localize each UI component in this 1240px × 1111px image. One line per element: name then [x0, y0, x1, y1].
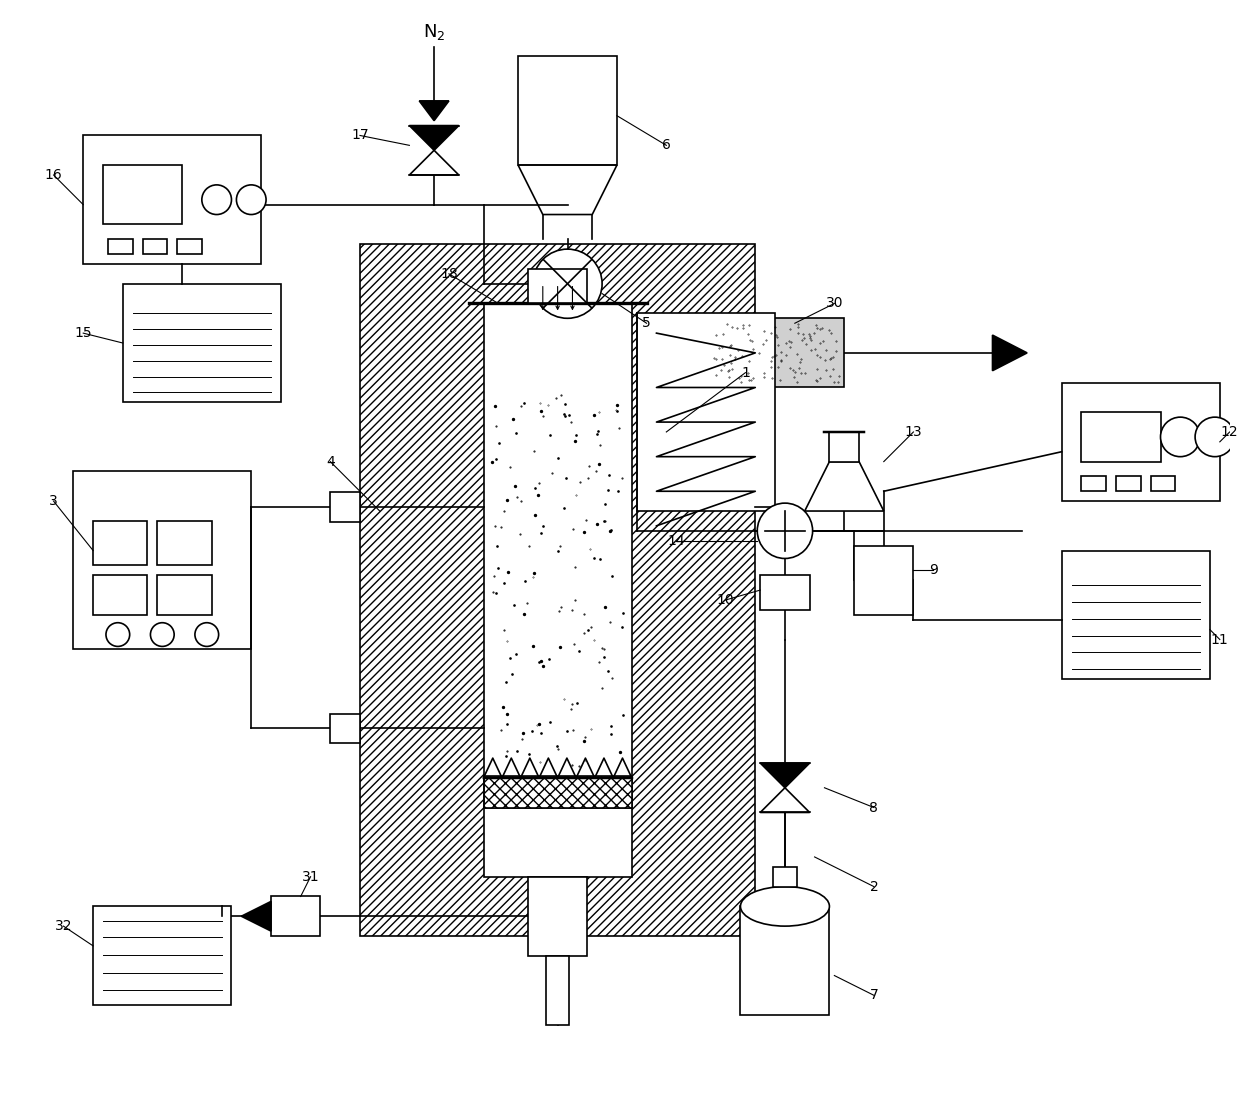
Polygon shape — [992, 336, 1027, 371]
Bar — [636, 313, 775, 511]
Bar — [830, 432, 859, 461]
Text: 18: 18 — [440, 267, 458, 281]
Bar — [484, 775, 631, 808]
Text: N$_2$: N$_2$ — [423, 22, 445, 42]
Text: 12: 12 — [1221, 426, 1239, 439]
Polygon shape — [760, 763, 810, 788]
Polygon shape — [518, 166, 618, 214]
Bar — [706, 319, 844, 388]
Text: 9: 9 — [929, 563, 937, 578]
Circle shape — [195, 622, 218, 647]
Bar — [1116, 477, 1141, 491]
Text: 31: 31 — [301, 870, 320, 883]
Bar — [740, 907, 830, 1015]
Bar — [484, 775, 631, 808]
Text: 16: 16 — [45, 168, 62, 182]
Polygon shape — [409, 126, 459, 150]
Bar — [773, 867, 797, 887]
Text: 11: 11 — [1211, 632, 1229, 647]
Bar — [93, 907, 232, 1005]
Bar — [83, 136, 262, 264]
Text: 17: 17 — [351, 129, 368, 142]
Bar — [330, 713, 360, 743]
Text: 7: 7 — [869, 989, 878, 1002]
Text: 3: 3 — [50, 494, 58, 508]
Bar — [854, 546, 914, 614]
Bar — [272, 897, 320, 935]
Text: 5: 5 — [642, 317, 651, 330]
Text: 13: 13 — [905, 426, 923, 439]
Bar — [123, 283, 281, 402]
Bar — [1081, 477, 1106, 491]
Text: 6: 6 — [662, 139, 671, 152]
Circle shape — [202, 184, 232, 214]
Ellipse shape — [740, 887, 830, 927]
Bar — [93, 521, 148, 565]
Circle shape — [237, 184, 267, 214]
Bar — [330, 492, 360, 522]
Circle shape — [105, 622, 130, 647]
Bar — [360, 244, 755, 935]
Bar — [1081, 412, 1161, 461]
Polygon shape — [805, 461, 884, 511]
Bar — [143, 239, 167, 254]
Circle shape — [1195, 417, 1235, 457]
Circle shape — [758, 503, 812, 559]
Bar — [157, 521, 212, 565]
Circle shape — [533, 249, 603, 319]
Text: 32: 32 — [55, 919, 72, 933]
Text: 10: 10 — [717, 593, 734, 607]
Text: 30: 30 — [826, 297, 843, 310]
Bar — [546, 955, 569, 1025]
Circle shape — [150, 622, 174, 647]
Bar — [518, 57, 618, 166]
Bar — [528, 877, 588, 955]
Text: 8: 8 — [869, 801, 878, 814]
Bar — [103, 166, 182, 224]
Polygon shape — [242, 901, 272, 931]
Bar — [108, 239, 133, 254]
Text: 2: 2 — [869, 880, 878, 893]
Text: 4: 4 — [326, 454, 335, 469]
Bar — [157, 575, 212, 614]
Polygon shape — [409, 150, 459, 176]
Text: 1: 1 — [742, 366, 750, 380]
Circle shape — [1161, 417, 1200, 457]
Bar — [73, 471, 252, 650]
Polygon shape — [419, 101, 449, 121]
Text: 15: 15 — [74, 327, 92, 340]
Bar — [760, 575, 810, 610]
Text: 14: 14 — [667, 533, 684, 548]
Bar — [484, 303, 631, 877]
Bar — [93, 575, 148, 614]
Bar — [1151, 477, 1176, 491]
Bar — [1061, 382, 1220, 501]
Polygon shape — [760, 788, 810, 812]
Bar — [177, 239, 202, 254]
Bar — [1061, 551, 1210, 679]
Bar — [528, 269, 588, 303]
